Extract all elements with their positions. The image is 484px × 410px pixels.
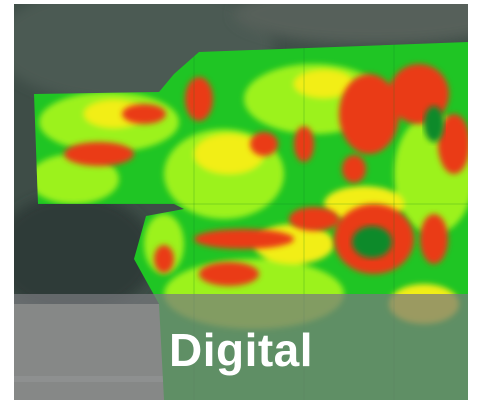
digital-tile[interactable]: Digital bbox=[14, 4, 468, 400]
caption-overlay bbox=[14, 294, 468, 400]
tile-caption: Digital bbox=[168, 324, 314, 376]
